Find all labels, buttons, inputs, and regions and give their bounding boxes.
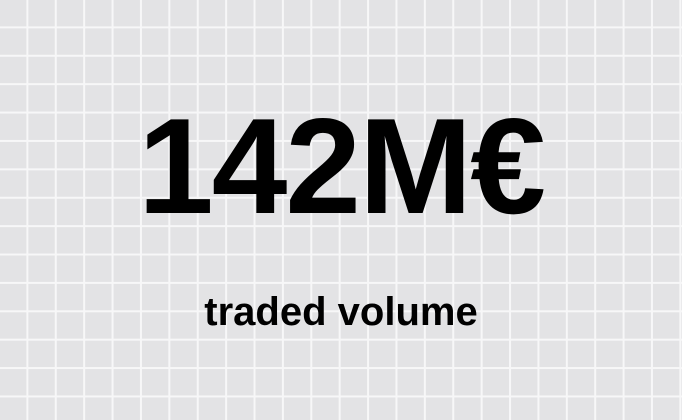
stat-label: traded volume	[204, 290, 478, 334]
stat-value: 142M€	[138, 90, 546, 242]
